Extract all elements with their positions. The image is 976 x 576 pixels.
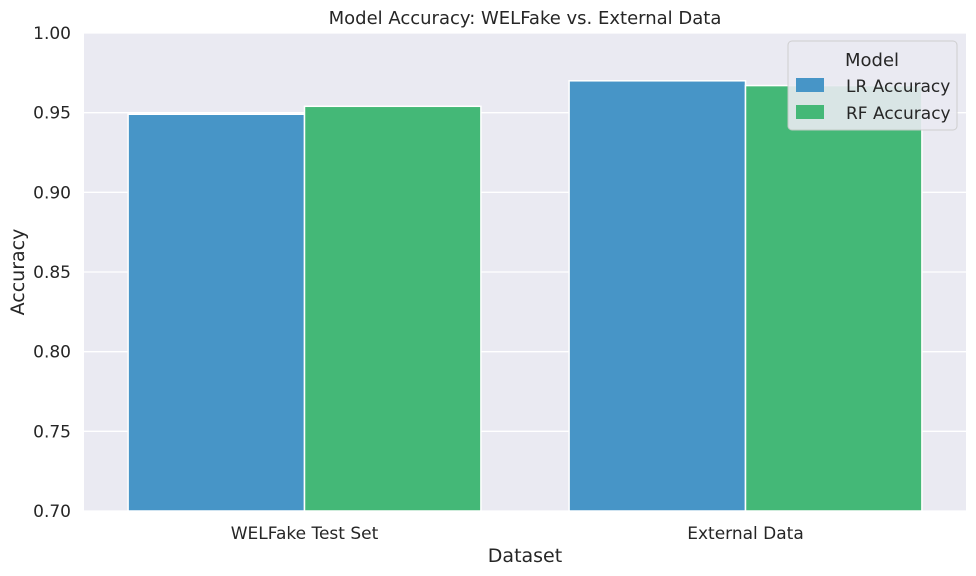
y-tick-label: 0.75	[33, 422, 71, 442]
y-axis: 0.70 0.75 0.80 0.85 0.90 0.95 1.00	[33, 24, 71, 522]
x-tick-label: External Data	[687, 524, 804, 544]
y-tick-label: 1.00	[33, 24, 71, 44]
legend-title: Model	[845, 50, 899, 71]
y-tick-label: 0.95	[33, 104, 71, 124]
y-tick-label: 0.80	[33, 343, 71, 363]
bar-lr-0	[127, 113, 306, 512]
bar-rf-1	[744, 84, 923, 512]
x-axis: WELFake Test Set External Data	[231, 524, 804, 544]
x-tick-label: WELFake Test Set	[231, 524, 379, 544]
y-tick-label: 0.90	[33, 183, 71, 203]
legend-label-rf: RF Accuracy	[846, 104, 951, 124]
chart-title: Model Accuracy: WELFake vs. External Dat…	[329, 8, 722, 29]
legend-swatch-lr	[796, 78, 824, 92]
legend-box	[787, 40, 958, 131]
legend-label-lr: LR Accuracy	[846, 77, 950, 97]
bar-rf-0	[303, 105, 482, 512]
y-tick-label: 0.85	[33, 263, 71, 283]
legend-swatch-rf	[796, 105, 824, 119]
y-axis-label: Accuracy	[7, 229, 29, 316]
bar-lr-1	[568, 80, 747, 512]
legend: Model LR Accuracy RF Accuracy	[787, 40, 958, 131]
y-tick-label: 0.70	[33, 502, 71, 522]
x-axis-label: Dataset	[488, 545, 562, 567]
bars	[127, 80, 923, 512]
